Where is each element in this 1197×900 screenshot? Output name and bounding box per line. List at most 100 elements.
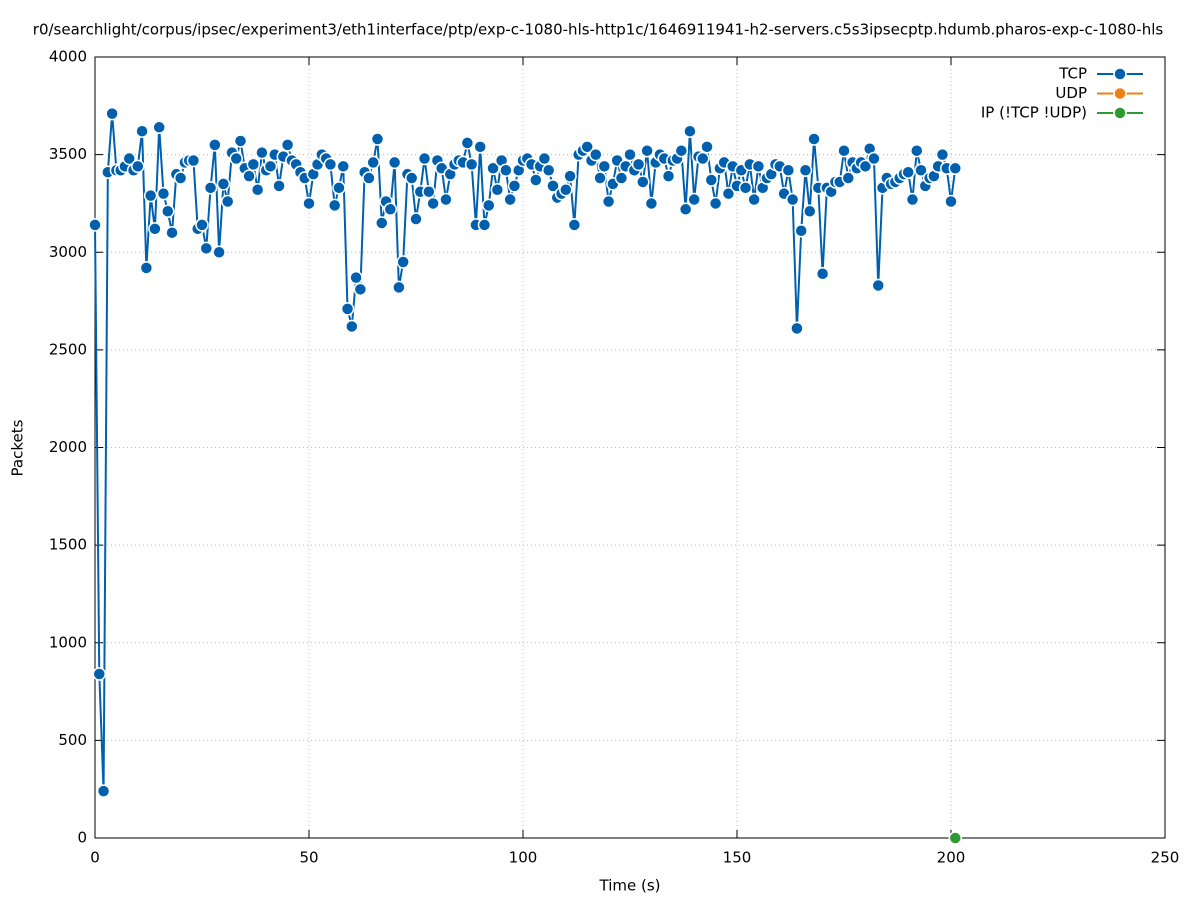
- data-point: [683, 124, 697, 138]
- data-point: [156, 186, 171, 201]
- legend-label: IP (!TCP !UDP): [981, 104, 1087, 122]
- data-point: [477, 218, 492, 232]
- data-point: [559, 183, 573, 197]
- data-point: [678, 202, 693, 217]
- data-point: [122, 151, 136, 166]
- data-point: [387, 155, 402, 170]
- y-tick-label: 4000: [49, 48, 87, 66]
- data-point: [409, 212, 423, 226]
- data-point: [700, 140, 714, 154]
- data-point: [212, 245, 226, 259]
- data-point: [131, 159, 145, 174]
- y-tick-label: 2000: [49, 438, 87, 456]
- data-point: [593, 171, 607, 185]
- data-point: [353, 282, 368, 297]
- legend-swatch: [1113, 106, 1127, 120]
- data-point: [636, 175, 650, 189]
- data-point: [323, 157, 338, 172]
- data-point: [910, 143, 924, 158]
- data-point: [203, 181, 218, 195]
- data-point: [473, 140, 487, 154]
- data-point: [807, 132, 821, 146]
- data-point: [499, 163, 513, 177]
- data-point: [426, 196, 440, 211]
- data-point: [905, 192, 920, 207]
- data-point: [375, 216, 389, 230]
- data-point: [139, 261, 154, 275]
- chart-title: r0/searchlight/corpus/ipsec/experiment3/…: [33, 21, 1164, 39]
- x-tick-label: 200: [937, 849, 966, 867]
- data-point: [640, 143, 654, 158]
- data-point: [165, 225, 179, 240]
- data-point: [417, 151, 432, 166]
- data-point: [546, 179, 560, 193]
- plot-border: [94, 56, 1166, 839]
- data-point: [280, 138, 295, 152]
- data-point: [195, 218, 209, 232]
- data-point: [503, 192, 517, 207]
- data-point: [250, 183, 265, 197]
- data-point: [644, 196, 659, 211]
- legend-swatch: [1113, 86, 1127, 101]
- x-axis-label: Time (s): [599, 877, 661, 895]
- data-point: [460, 136, 475, 150]
- data-point: [96, 784, 111, 798]
- data-point: [92, 667, 107, 681]
- data-point: [366, 155, 380, 170]
- data-point: [88, 218, 102, 232]
- legend-label: TCP: [1058, 65, 1087, 83]
- data-point: [914, 163, 928, 177]
- data-point: [383, 202, 398, 217]
- data-point: [567, 218, 582, 232]
- data-point: [696, 151, 710, 166]
- y-tick-label: 3500: [49, 145, 87, 163]
- data-point: [738, 181, 753, 195]
- data-point: [935, 147, 950, 162]
- y-tick-label: 500: [58, 731, 87, 749]
- data-point: [486, 161, 500, 176]
- data-point: [148, 222, 162, 236]
- y-tick-label: 1500: [49, 536, 87, 554]
- data-point: [464, 157, 479, 172]
- data-point: [422, 184, 436, 199]
- data-point: [229, 151, 243, 166]
- data-point: [751, 159, 766, 174]
- data-point: [563, 169, 577, 183]
- x-tick-label: 100: [509, 849, 538, 867]
- data-point: [135, 124, 149, 138]
- data-point: [332, 181, 346, 195]
- data-point: [837, 143, 851, 158]
- data-point: [803, 204, 817, 218]
- legend-label: UDP: [1055, 84, 1087, 102]
- data-point: [794, 224, 808, 238]
- y-tick-label: 0: [77, 829, 87, 847]
- data-point: [482, 198, 496, 213]
- data-point: [661, 169, 676, 183]
- data-point: [944, 194, 958, 209]
- data-point: [105, 106, 119, 121]
- data-point: [345, 319, 359, 334]
- data-point: [529, 173, 543, 187]
- data-point: [798, 163, 813, 177]
- data-point: [152, 120, 166, 135]
- data-point: [439, 192, 453, 207]
- data-point: [507, 179, 522, 193]
- x-tick-label: 50: [299, 849, 318, 867]
- data-point: [948, 831, 963, 845]
- data-point: [362, 171, 376, 185]
- data-point: [704, 173, 719, 187]
- x-tick-label: 250: [1151, 849, 1180, 867]
- series-line: [94, 113, 957, 792]
- data-point: [901, 165, 915, 179]
- y-axis-label: Packets: [9, 419, 27, 476]
- data-point: [161, 204, 175, 218]
- data-point: [541, 163, 556, 177]
- data-point: [327, 198, 342, 213]
- data-point: [173, 171, 188, 185]
- data-point: [537, 151, 552, 166]
- data-point: [790, 321, 804, 336]
- data-point: [340, 302, 355, 316]
- data-point: [631, 157, 646, 172]
- data-point: [601, 194, 616, 209]
